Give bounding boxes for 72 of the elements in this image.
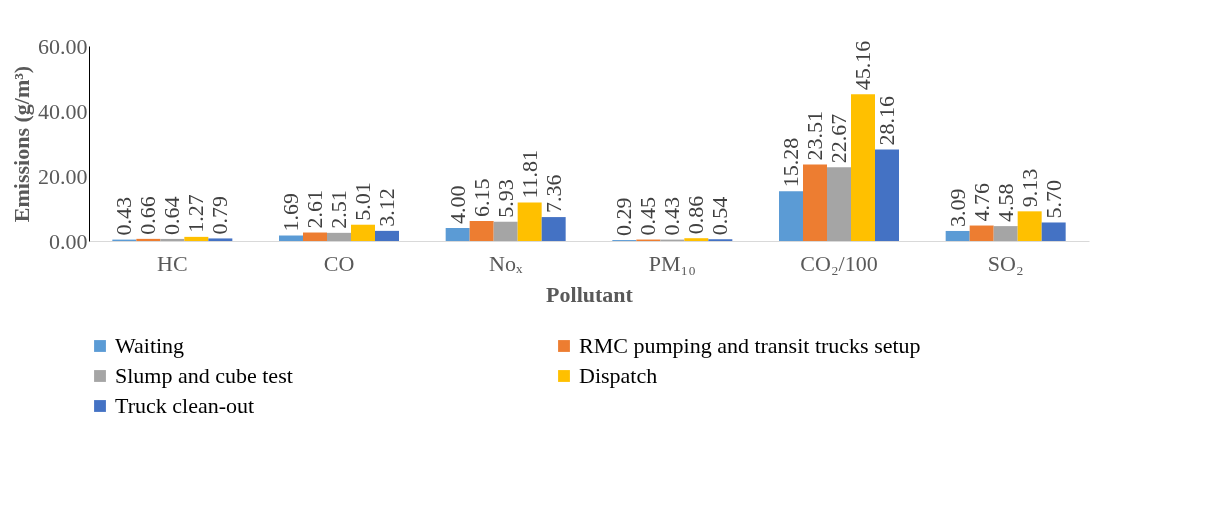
bar — [469, 221, 494, 241]
bar — [375, 230, 399, 241]
data-label: 7.36 — [540, 174, 566, 214]
bar — [993, 226, 1018, 241]
bar — [303, 232, 327, 241]
bar — [969, 225, 994, 241]
y-tick-label: 60.00 — [38, 33, 88, 59]
data-label: 0.66 — [135, 196, 161, 235]
legend-label: Waiting — [115, 333, 185, 358]
legend-label: Truck clean-out — [115, 393, 255, 418]
data-label: 5.01 — [350, 182, 375, 221]
bar — [136, 238, 161, 241]
y-tick-label: 0.00 — [49, 228, 88, 254]
legend-label: Slump and cube test — [115, 363, 293, 388]
data-label: 2.61 — [302, 190, 327, 229]
bar — [803, 164, 827, 241]
data-label: 6.15 — [468, 178, 494, 218]
bar — [517, 202, 542, 241]
bar — [279, 235, 303, 241]
data-label: 4.76 — [968, 183, 994, 222]
x-tick-label: PM₁₀ — [648, 250, 696, 276]
x-tick-label: CO₂/100 — [800, 250, 878, 276]
bar — [827, 167, 851, 241]
bar — [779, 191, 803, 241]
y-tick-label: 20.00 — [38, 163, 88, 189]
bar — [851, 94, 875, 241]
y-axis-title: Emissions (g/m³) — [9, 65, 34, 223]
data-label: 0.29 — [611, 197, 637, 237]
data-label: 2.51 — [326, 190, 351, 229]
data-label: 3.12 — [374, 188, 399, 227]
y-tick-label: 40.00 — [38, 98, 88, 124]
bar — [875, 149, 899, 241]
x-tick-label: HC — [157, 250, 188, 276]
x-tick-label: CO — [323, 250, 355, 276]
bar — [160, 238, 185, 241]
data-label: 15.28 — [778, 137, 803, 188]
x-tick-label: SO₂ — [987, 250, 1024, 276]
data-label: 3.09 — [944, 188, 970, 227]
legend-label: RMC pumping and transit trucks setup — [579, 333, 921, 358]
data-label: 5.93 — [492, 179, 518, 218]
data-label: 23.51 — [802, 111, 827, 161]
data-label: 4.00 — [444, 185, 470, 224]
bar — [445, 228, 470, 241]
bar — [184, 236, 209, 241]
data-label: 0.79 — [207, 195, 233, 235]
data-label: 0.43 — [659, 197, 685, 236]
bar — [327, 232, 351, 241]
data-label: 4.58 — [992, 183, 1018, 223]
data-label: 0.43 — [111, 197, 137, 236]
legend-label: Dispatch — [579, 363, 658, 388]
data-label: 5.70 — [1040, 179, 1066, 219]
data-label: 9.13 — [1016, 168, 1042, 208]
x-tick-label: Noₓ — [489, 250, 523, 276]
bar — [945, 230, 970, 241]
data-label: 1.69 — [278, 193, 303, 232]
data-label: 28.16 — [874, 95, 899, 146]
data-label: 0.45 — [635, 197, 661, 236]
x-axis-title: Pollutant — [546, 281, 634, 307]
data-label: 0.86 — [683, 195, 709, 235]
data-label: 0.54 — [707, 196, 733, 236]
data-label: 45.16 — [850, 40, 875, 91]
data-label: 11.81 — [516, 149, 542, 199]
bar — [351, 224, 375, 241]
data-label: 22.67 — [826, 113, 851, 164]
bar — [1041, 222, 1066, 241]
bar — [208, 238, 233, 241]
bar — [684, 238, 709, 241]
data-label: 1.27 — [183, 194, 209, 233]
bar — [1017, 211, 1042, 241]
bar — [541, 217, 566, 241]
bar — [493, 221, 518, 241]
data-label: 0.64 — [159, 196, 185, 235]
